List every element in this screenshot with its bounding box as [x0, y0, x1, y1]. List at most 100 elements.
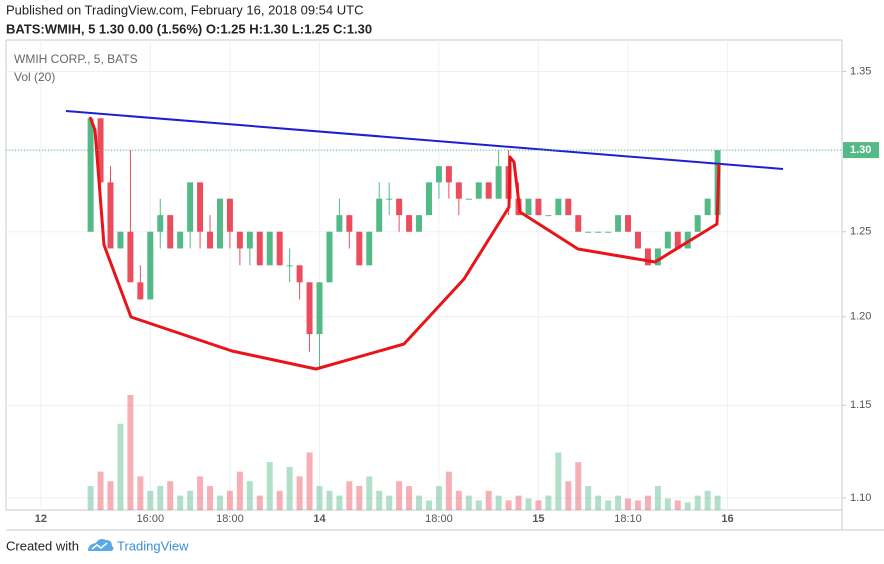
- candle-body: [465, 198, 472, 200]
- volume-bar: [515, 495, 522, 510]
- candle-body: [535, 198, 542, 216]
- candle-body: [187, 182, 194, 232]
- volume-bar: [605, 500, 612, 510]
- candle-body: [266, 231, 273, 266]
- candle-body: [694, 215, 701, 232]
- volume-bar: [197, 476, 204, 510]
- candle-body: [525, 198, 532, 216]
- candle-body: [674, 231, 681, 249]
- volume-bar: [525, 498, 532, 510]
- volume-bar: [207, 486, 214, 510]
- candle-body: [256, 231, 263, 266]
- candle-body: [216, 198, 223, 249]
- candle-body: [276, 231, 283, 266]
- volume-bar: [346, 481, 353, 510]
- y-tick-label: 1.25: [850, 226, 871, 238]
- volume-bar: [406, 486, 413, 510]
- volume-bar: [495, 495, 502, 510]
- footer-brand[interactable]: TradingView: [117, 538, 189, 553]
- candle-body: [87, 118, 94, 232]
- volume-bar: [505, 500, 512, 510]
- volume-bar: [366, 476, 373, 510]
- candle-body: [485, 182, 492, 199]
- volume-bar: [157, 486, 164, 510]
- candle-body: [107, 182, 114, 249]
- candle-body: [127, 231, 134, 283]
- candle-body: [157, 215, 164, 232]
- volume-layer: [87, 395, 721, 510]
- volume-bar: [644, 495, 651, 510]
- volume-bar: [236, 471, 243, 510]
- candle-body: [435, 166, 442, 183]
- logo-mark: [91, 542, 108, 550]
- volume-bar: [356, 486, 363, 510]
- volume-bar: [485, 490, 492, 510]
- y-tick-label: 1.20: [850, 311, 871, 323]
- candle-body: [236, 231, 243, 249]
- volume-bar: [177, 495, 184, 510]
- candle-body: [416, 215, 423, 232]
- x-tick-label: 12: [35, 513, 47, 525]
- volume-bar: [137, 476, 144, 510]
- volume-bar: [127, 395, 134, 510]
- y-tick-label: 1.35: [850, 65, 871, 77]
- candle-body: [197, 182, 204, 232]
- candle-body: [226, 198, 233, 232]
- candle-body: [167, 215, 174, 249]
- last-price-label: 1.30: [850, 144, 871, 156]
- candle-body: [545, 215, 552, 217]
- volume-bar: [396, 481, 403, 510]
- candle-body: [455, 182, 462, 199]
- volume-bar: [147, 490, 154, 510]
- x-tick-label: 14: [313, 513, 326, 525]
- candle-body: [585, 231, 592, 233]
- volume-bar: [615, 495, 622, 510]
- volume-bar: [455, 490, 462, 510]
- volume-bar: [256, 495, 263, 510]
- volume-bar: [575, 462, 582, 510]
- candle-body: [704, 198, 711, 216]
- volume-bar: [286, 466, 293, 510]
- volume-bar: [445, 471, 452, 510]
- volume-bar: [674, 500, 681, 510]
- legend-title: WMIH CORP., 5, BATS: [14, 52, 138, 66]
- volume-bar: [535, 500, 542, 510]
- drawings: [65, 110, 784, 371]
- candle-body: [625, 215, 632, 232]
- volume-bar: [545, 495, 552, 510]
- trend-line: [65, 110, 784, 170]
- volume-bar: [226, 490, 233, 510]
- volume-bar: [555, 452, 562, 510]
- volume-bar: [625, 498, 632, 510]
- candle-body: [495, 166, 502, 199]
- volume-bar: [386, 495, 393, 510]
- candle-body: [306, 282, 313, 335]
- y-tick-label: 1.10: [850, 492, 871, 504]
- volume-bar: [87, 486, 94, 510]
- y-tick-label: 1.15: [850, 399, 871, 411]
- last-price-badge: [843, 142, 879, 159]
- x-tick-label: 16:00: [137, 513, 165, 525]
- volume-bar: [634, 500, 641, 510]
- volume-bar: [684, 502, 691, 510]
- volume-bar: [704, 490, 711, 510]
- candle-body: [475, 182, 482, 199]
- volume-bar: [216, 495, 223, 510]
- volume-bar: [296, 476, 303, 510]
- candle-body: [615, 215, 622, 232]
- candle-body: [97, 118, 104, 183]
- candle-body: [445, 166, 452, 183]
- candle-body: [246, 231, 253, 249]
- candle-body: [605, 231, 612, 233]
- volume-bar: [336, 495, 343, 510]
- candle-body: [366, 231, 373, 266]
- volume-bar: [425, 500, 432, 510]
- candle-body: [376, 198, 383, 232]
- candle-body: [634, 231, 641, 249]
- volume-bar: [435, 486, 442, 510]
- candle-body: [654, 248, 661, 266]
- candle-body: [326, 231, 333, 283]
- candle-body: [207, 231, 214, 249]
- candle-body: [406, 215, 413, 232]
